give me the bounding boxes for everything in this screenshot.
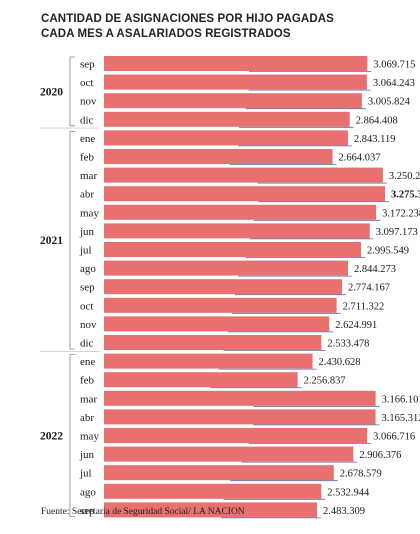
- value-label-2021-nov: 2.624.991: [335, 320, 377, 331]
- month-label-2021-mar: mar: [80, 170, 97, 182]
- month-label-2021-ago: ago: [80, 263, 96, 275]
- month-label-2021-dic: dic: [80, 338, 94, 350]
- bar-2021-ene: [104, 130, 348, 146]
- bar-2020-sep: [104, 56, 368, 71]
- month-label-2021-abr: abr: [80, 189, 94, 201]
- month-label-2021-feb: feb: [80, 152, 95, 164]
- bar-2021-mar: [104, 167, 383, 183]
- value-label-2020-oct: 3.064.243: [373, 78, 415, 89]
- value-label-2020-sep: 3.069.715: [373, 60, 415, 71]
- month-label-2022-feb: feb: [80, 375, 95, 387]
- bar-2021-may: [104, 204, 377, 220]
- value-label-2021-mar: 3.250.261: [389, 171, 420, 182]
- year-label-2020: 2020: [40, 86, 63, 98]
- bar-2021-oct: [104, 297, 337, 313]
- value-label-2022-may: 3.066.716: [373, 432, 415, 443]
- month-label-2021-may: may: [80, 207, 99, 219]
- value-label-2020-dic: 2.864.408: [356, 115, 398, 126]
- year-label-2022: 2022: [40, 431, 63, 443]
- month-label-2020-sep: sep: [80, 59, 95, 71]
- bar-2021-dic: [104, 335, 322, 350]
- value-label-2022-sep: 2.483.309: [323, 506, 365, 517]
- month-label-2022-jun: jun: [79, 449, 95, 461]
- bar-2022-abr: [104, 409, 376, 425]
- month-label-2020-dic: dic: [80, 114, 94, 126]
- year-bracket-2021: [69, 131, 75, 350]
- month-label-2022-ene: ene: [80, 356, 95, 368]
- month-label-2021-ene: ene: [80, 133, 95, 145]
- bar-2022-may: [104, 428, 368, 443]
- value-label-2021-jul: 2.995.549: [367, 246, 409, 257]
- value-label-2021-oct: 2.711.322: [343, 301, 385, 312]
- month-label-2022-ago: ago: [80, 486, 96, 498]
- value-label-2021-jun: 3.097.173: [376, 227, 418, 238]
- value-label-2021-ene: 2.843.119: [354, 134, 396, 145]
- bar-2022-mar: [104, 390, 376, 406]
- bar-2022-jun: [104, 446, 354, 462]
- value-label-2021-feb: 2.664.037: [339, 153, 381, 164]
- month-label-2022-mar: mar: [80, 393, 97, 405]
- bar-2020-nov: [104, 93, 362, 109]
- bar-2021-sep: [104, 279, 343, 295]
- value-label-2022-ago: 2.532.944: [327, 487, 370, 498]
- year-bracket-2020: [69, 56, 75, 127]
- value-label-2022-mar: 3.166.101: [382, 394, 420, 405]
- month-label-2020-nov: nov: [80, 96, 97, 108]
- year-label-2021: 2021: [40, 235, 63, 247]
- year-bracket-2022: [69, 354, 75, 517]
- month-label-2022-abr: abr: [80, 412, 94, 424]
- value-label-2021-may: 3.172.238: [382, 208, 420, 219]
- month-label-2022-may: may: [80, 431, 99, 443]
- month-label-2021-sep: sep: [80, 282, 95, 294]
- bar-2021-abr: [104, 186, 385, 202]
- month-label-2021-jul: jul: [79, 245, 92, 257]
- bar-2021-jul: [104, 242, 361, 257]
- value-label-2020-nov: 3.005.824: [368, 97, 411, 108]
- bar-2021-ago: [104, 260, 349, 276]
- value-label-2022-abr: 3.165.312: [382, 413, 420, 424]
- value-label-2021-abr: 3.275.340: [391, 190, 420, 201]
- month-label-2020-oct: oct: [80, 77, 93, 89]
- bar-2020-oct: [104, 74, 367, 90]
- chart-title: CANTIDAD DE ASIGNACIONES POR HIJO PAGADA…: [41, 13, 334, 40]
- month-label-2021-nov: nov: [80, 319, 97, 331]
- month-label-2021-oct: oct: [80, 300, 93, 312]
- value-label-2022-ene: 2.430.628: [319, 357, 361, 368]
- value-label-2022-jul: 2.678.579: [340, 469, 382, 480]
- source-note: Fuente: Secretaría de Seguridad Social/ …: [41, 507, 245, 517]
- bar-2021-jun: [104, 223, 370, 239]
- month-label-2022-sep: sep: [80, 505, 95, 517]
- bar-2021-feb: [104, 149, 333, 164]
- bar-2022-ago: [104, 483, 322, 499]
- bar-2020-dic: [104, 111, 350, 127]
- value-label-2022-feb: 2.256.837: [304, 376, 346, 387]
- bar-2022-jul: [104, 465, 334, 481]
- value-label-2022-jun: 2.906.376: [359, 450, 401, 461]
- month-label-2021-jun: jun: [79, 226, 95, 238]
- value-label-2021-ago: 2.844.273: [354, 264, 396, 275]
- bar-2021-nov: [104, 316, 330, 332]
- bar-2022-ene: [104, 353, 313, 369]
- bar-2022-sep: [104, 502, 318, 518]
- value-label-2021-dic: 2.533.478: [327, 339, 369, 350]
- month-label-2022-jul: jul: [79, 468, 92, 480]
- value-label-2021-sep: 2.774.167: [348, 283, 390, 294]
- bar-2022-feb: [104, 372, 298, 388]
